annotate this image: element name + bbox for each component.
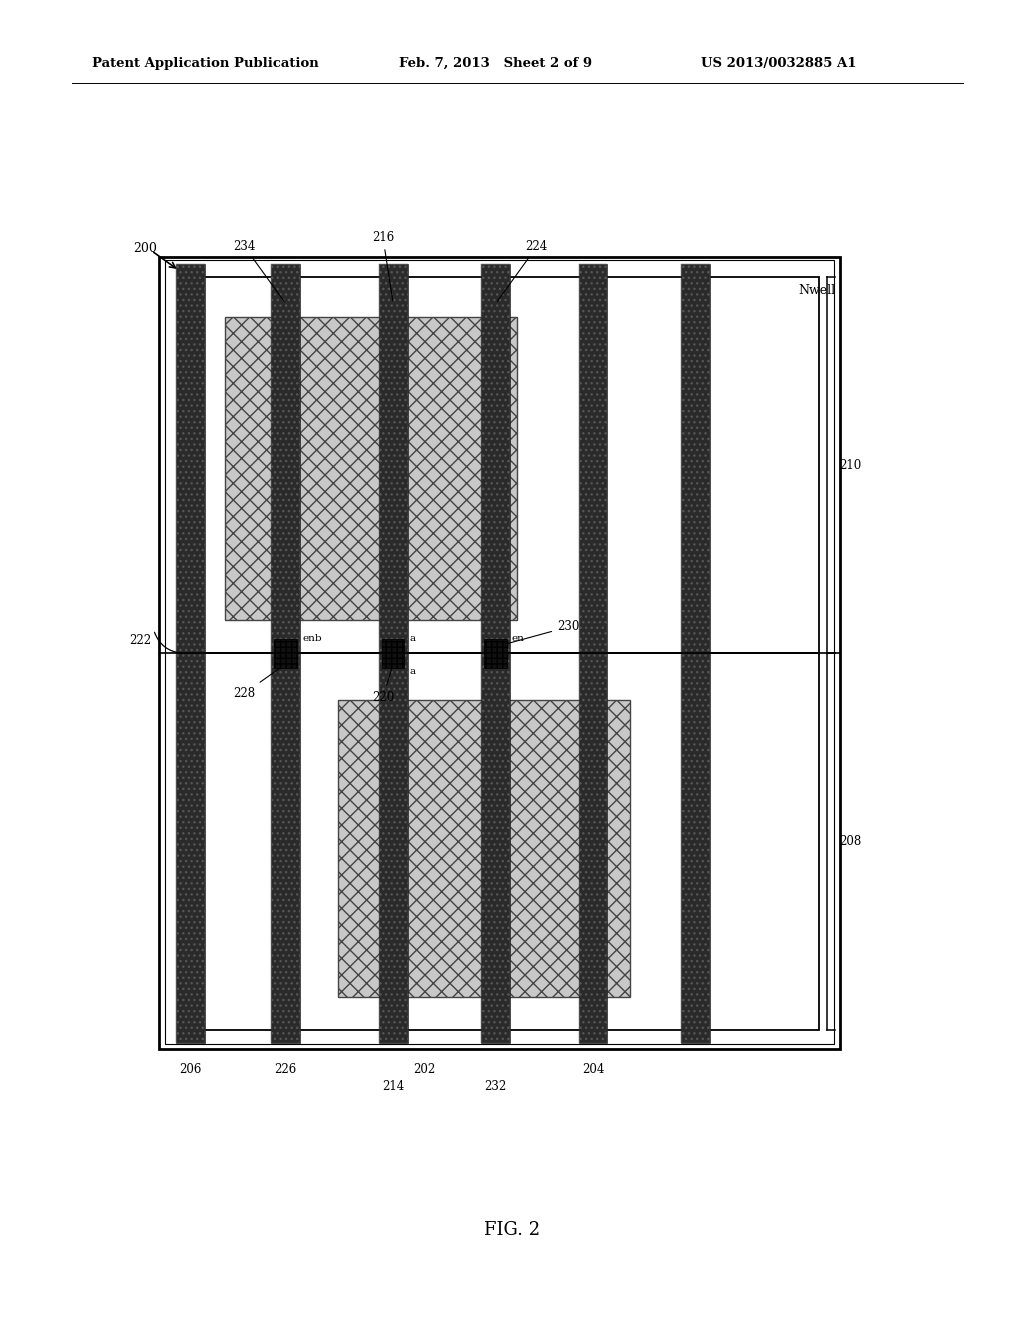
Text: 224: 224 <box>498 240 548 301</box>
Text: 204: 204 <box>582 1063 604 1076</box>
Text: a: a <box>410 667 416 676</box>
Bar <box>225 317 517 620</box>
Text: 208: 208 <box>840 836 862 847</box>
Text: 234: 234 <box>233 240 284 301</box>
Text: 200: 200 <box>133 242 157 255</box>
Text: 226: 226 <box>274 1063 297 1076</box>
Text: US 2013/0032885 A1: US 2013/0032885 A1 <box>701 57 857 70</box>
Text: 206: 206 <box>179 1063 202 1076</box>
Bar <box>159 257 840 1049</box>
Bar <box>271 264 300 1043</box>
Text: Patent Application Publication: Patent Application Publication <box>92 57 318 70</box>
Text: 222: 222 <box>129 634 152 647</box>
Bar <box>338 700 630 997</box>
Text: 216: 216 <box>372 231 394 301</box>
Text: a: a <box>410 634 416 643</box>
Text: enb: enb <box>302 634 322 643</box>
Text: 210: 210 <box>840 459 862 471</box>
Text: 214: 214 <box>382 1080 404 1093</box>
Bar <box>379 264 408 1043</box>
Text: en: en <box>512 634 525 643</box>
Text: 228: 228 <box>233 665 284 700</box>
Text: Nwell: Nwell <box>799 284 836 297</box>
Bar <box>165 260 834 1044</box>
Bar <box>481 264 510 1043</box>
Bar <box>481 264 510 1043</box>
Bar <box>484 639 507 668</box>
Bar <box>176 264 205 1043</box>
Bar <box>382 639 404 668</box>
Bar <box>681 264 710 1043</box>
Bar <box>274 639 297 668</box>
Text: FIG. 2: FIG. 2 <box>484 1221 540 1239</box>
Bar <box>379 264 408 1043</box>
Bar <box>579 264 607 1043</box>
Text: 232: 232 <box>484 1080 507 1093</box>
Bar <box>179 653 819 1030</box>
Text: 202: 202 <box>413 1063 435 1076</box>
Bar <box>176 264 205 1043</box>
Bar <box>579 264 607 1043</box>
Bar <box>681 264 710 1043</box>
Text: 220: 220 <box>372 667 394 704</box>
Text: Feb. 7, 2013   Sheet 2 of 9: Feb. 7, 2013 Sheet 2 of 9 <box>399 57 593 70</box>
Bar <box>271 264 300 1043</box>
Bar <box>179 277 819 653</box>
Text: 230: 230 <box>499 620 580 645</box>
